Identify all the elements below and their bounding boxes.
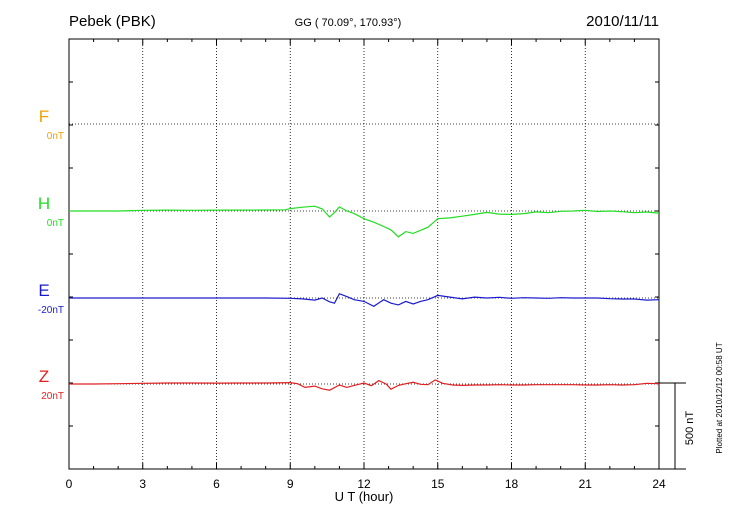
x-tick-label: 15 xyxy=(431,477,445,491)
series-offset-f: 0nT xyxy=(47,131,64,142)
plotted-note: Plotted at 2010/12/12 00:58 UT xyxy=(715,342,724,453)
x-tick-label: 3 xyxy=(139,477,146,491)
x-tick-label: 21 xyxy=(579,477,593,491)
date-label: 2010/11/11 xyxy=(586,13,659,30)
series-offset-e: -20nT xyxy=(38,305,64,316)
series-offset-h: 0nT xyxy=(47,218,64,229)
series-label-z: Z xyxy=(39,367,49,386)
plot-frame xyxy=(68,38,660,470)
series-line-z xyxy=(69,379,660,391)
series-line-e xyxy=(69,292,660,307)
label-layer: F 0nT H 0nT E -20nT Z 20nT xyxy=(38,107,64,402)
grid-layer xyxy=(69,39,659,469)
station-title: Pebek (PBK) xyxy=(69,13,156,30)
series-label-e: E xyxy=(38,281,49,300)
series-offset-z: 20nT xyxy=(41,391,64,402)
series-label-h: H xyxy=(38,194,50,213)
series-layer xyxy=(69,205,660,391)
x-tick-label: 9 xyxy=(287,477,294,491)
x-tick-label: 12 xyxy=(357,477,371,491)
coords-label: GG ( 70.09°, 170.93°) xyxy=(295,17,402,29)
series-label-f: F xyxy=(39,107,49,126)
x-axis-label: U T (hour) xyxy=(335,489,394,504)
x-tick-label: 18 xyxy=(505,477,519,491)
x-tick-label: 0 xyxy=(66,477,73,491)
series-line-h xyxy=(69,205,660,238)
scale-bar-label: 500 nT xyxy=(684,411,696,446)
tick-layer: 0 3 6 9 12 15 18 21 24 xyxy=(66,39,666,491)
x-tick-label: 24 xyxy=(652,477,666,491)
x-tick-label: 6 xyxy=(213,477,220,491)
